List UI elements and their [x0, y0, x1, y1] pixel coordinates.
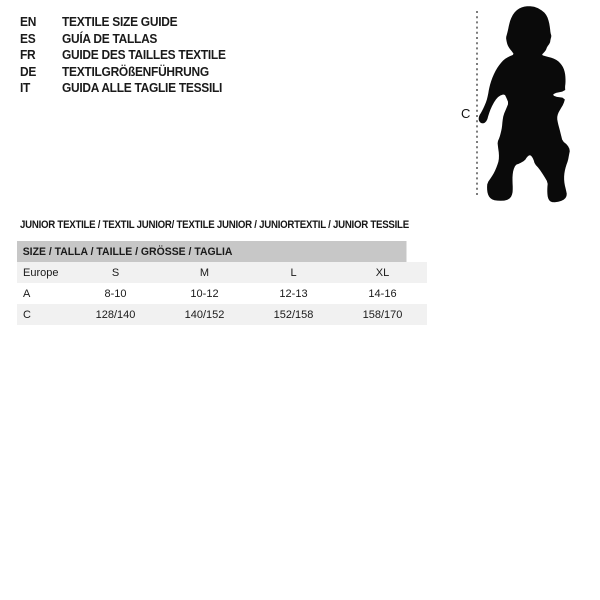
svg-text:C: C [461, 106, 470, 121]
